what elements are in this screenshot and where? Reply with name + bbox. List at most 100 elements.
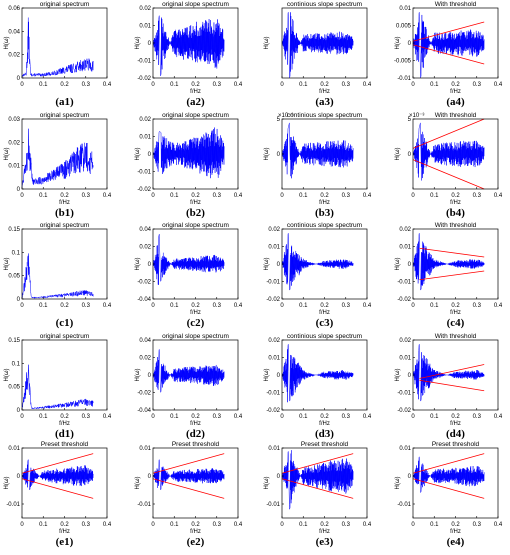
x-axis-label: f/Hz	[59, 529, 70, 535]
y-tick-label: 0	[277, 152, 281, 158]
x-axis-label: f/Hz	[190, 89, 201, 95]
y-exponent-label: ×10⁻³	[278, 113, 293, 119]
y-tick-label: -0.04	[137, 297, 151, 303]
x-tick-label: 0	[151, 414, 155, 420]
threshold-line-1	[419, 247, 485, 258]
y-tick-label: 0.01	[399, 6, 411, 12]
y-tick-label: 0.01	[139, 135, 151, 141]
y-tick-label: -0.02	[137, 280, 151, 286]
y-tick-label: 0.005	[396, 24, 412, 30]
x-tick-label: 0.1	[170, 522, 179, 528]
x-tick-label: 0.1	[39, 414, 48, 420]
subplot-b2: 0 0.1 0.2 0.3 0.4 -0.02 -0.01 0 0.01 0.02 original…	[135, 112, 243, 219]
threshold-line-2	[21, 478, 94, 499]
y-tick-label: 0.05	[8, 385, 20, 391]
x-tick-label: 0.3	[213, 82, 222, 88]
x-tick-label: 0.1	[170, 414, 179, 420]
signal-trace	[412, 233, 485, 291]
x-tick-label: 0.1	[430, 522, 439, 528]
x-tick-label: 0.2	[451, 193, 460, 199]
y-axis-label: H(ω)	[264, 476, 270, 489]
x-tick-label: 0.3	[82, 522, 91, 528]
x-tick-label: 0.1	[299, 303, 308, 309]
signal-trace	[21, 459, 94, 491]
y-axis-label: H(ω)	[135, 476, 141, 489]
x-tick-label: 0.2	[320, 82, 329, 88]
y-tick-label: 0.01	[139, 24, 151, 30]
subplot-b1: 0 0.1 0.2 0.3 0.4 0 0.01 0.02 0.03 original spect…	[4, 112, 112, 219]
signal-trace	[281, 12, 354, 78]
subplot-e4: 0 0.1 0.2 0.3 0.4 -0.01 0 0.01 Preset threshold H…	[395, 441, 503, 548]
y-tick-label: 0.01	[399, 245, 411, 251]
y-tick-label: 0.15	[8, 227, 20, 233]
y-tick-label: -0.01	[266, 391, 280, 397]
axes-box	[152, 447, 239, 519]
panel-caption: (c1)	[56, 317, 74, 329]
x-axis-label: f/Hz	[450, 529, 461, 535]
panel-caption: (e1)	[56, 536, 74, 548]
y-tick-label: -0.01	[266, 502, 280, 508]
subplot-title: Preset threshold	[432, 441, 480, 448]
y-tick-label: -0.01	[397, 76, 411, 82]
x-tick-label: 0	[20, 522, 24, 528]
y-tick-label: 0	[17, 76, 21, 82]
threshold-line-2	[152, 478, 225, 499]
y-tick-label: -0.02	[266, 297, 280, 303]
y-axis-label: H(ω)	[395, 36, 401, 49]
y-axis-label: H(ω)	[135, 36, 141, 49]
x-tick-label: 0.2	[60, 414, 69, 420]
x-axis-label: f/Hz	[319, 529, 330, 535]
signal-trace	[152, 234, 225, 285]
panel-caption: (b3)	[315, 207, 334, 219]
x-tick-label: 0.2	[60, 193, 69, 199]
y-tick-label: 0.01	[139, 446, 151, 452]
x-tick-label: 0.1	[39, 193, 48, 199]
x-tick-label: 0	[151, 193, 155, 199]
x-tick-label: 0.2	[191, 303, 200, 309]
subplot-title: Preset threshold	[41, 441, 89, 448]
x-tick-label: 0.2	[60, 303, 69, 309]
y-tick-label: -0.02	[137, 187, 151, 193]
x-tick-label: 0.3	[82, 193, 91, 199]
x-tick-label: 0.4	[494, 414, 503, 420]
x-tick-label: 0	[280, 303, 284, 309]
x-tick-label: 0.3	[342, 193, 351, 199]
x-tick-label: 0.1	[430, 82, 439, 88]
x-tick-label: 0.2	[320, 303, 329, 309]
x-tick-label: 0.2	[320, 522, 329, 528]
y-tick-label: 0	[408, 41, 412, 47]
subplot-title: With threshold	[435, 1, 477, 8]
y-tick-label: 0.01	[268, 446, 280, 452]
x-tick-label: 0.4	[103, 193, 112, 199]
axes-box	[412, 447, 499, 519]
subplot-title: original slope spectrum	[162, 1, 229, 8]
axes-box	[21, 228, 108, 300]
y-tick-label: 0	[277, 373, 281, 379]
x-tick-label: 0.1	[299, 193, 308, 199]
signal-trace	[152, 127, 225, 179]
x-tick-label: 0.4	[363, 193, 372, 199]
x-tick-label: 0.1	[170, 193, 179, 199]
axes-box	[21, 339, 108, 411]
y-axis-label: H(ω)	[4, 257, 10, 270]
subplot-c1: 0 0.1 0.2 0.3 0.4 0 0.05 0.1 0.15 original spectr…	[4, 222, 112, 329]
y-tick-label: 0.1	[12, 250, 21, 256]
x-tick-label: 0	[280, 193, 284, 199]
threshold-line-2	[412, 44, 485, 65]
x-tick-label: 0.2	[451, 82, 460, 88]
x-tick-label: 0	[280, 522, 284, 528]
y-tick-label: 0.04	[139, 338, 151, 344]
x-tick-label: 0.3	[473, 193, 482, 199]
x-tick-label: 0	[20, 82, 24, 88]
x-tick-label: 0	[151, 82, 155, 88]
x-axis-label: f/Hz	[319, 89, 330, 95]
x-tick-label: 0.2	[451, 303, 460, 309]
signal-trace	[412, 122, 485, 181]
x-tick-label: 0	[151, 522, 155, 528]
y-tick-label: -0.04	[137, 408, 151, 414]
subplot-title: With threshold	[435, 333, 477, 340]
x-tick-label: 0.4	[494, 193, 503, 199]
y-tick-label: -0.01	[266, 280, 280, 286]
y-tick-label: 0.02	[139, 117, 151, 123]
